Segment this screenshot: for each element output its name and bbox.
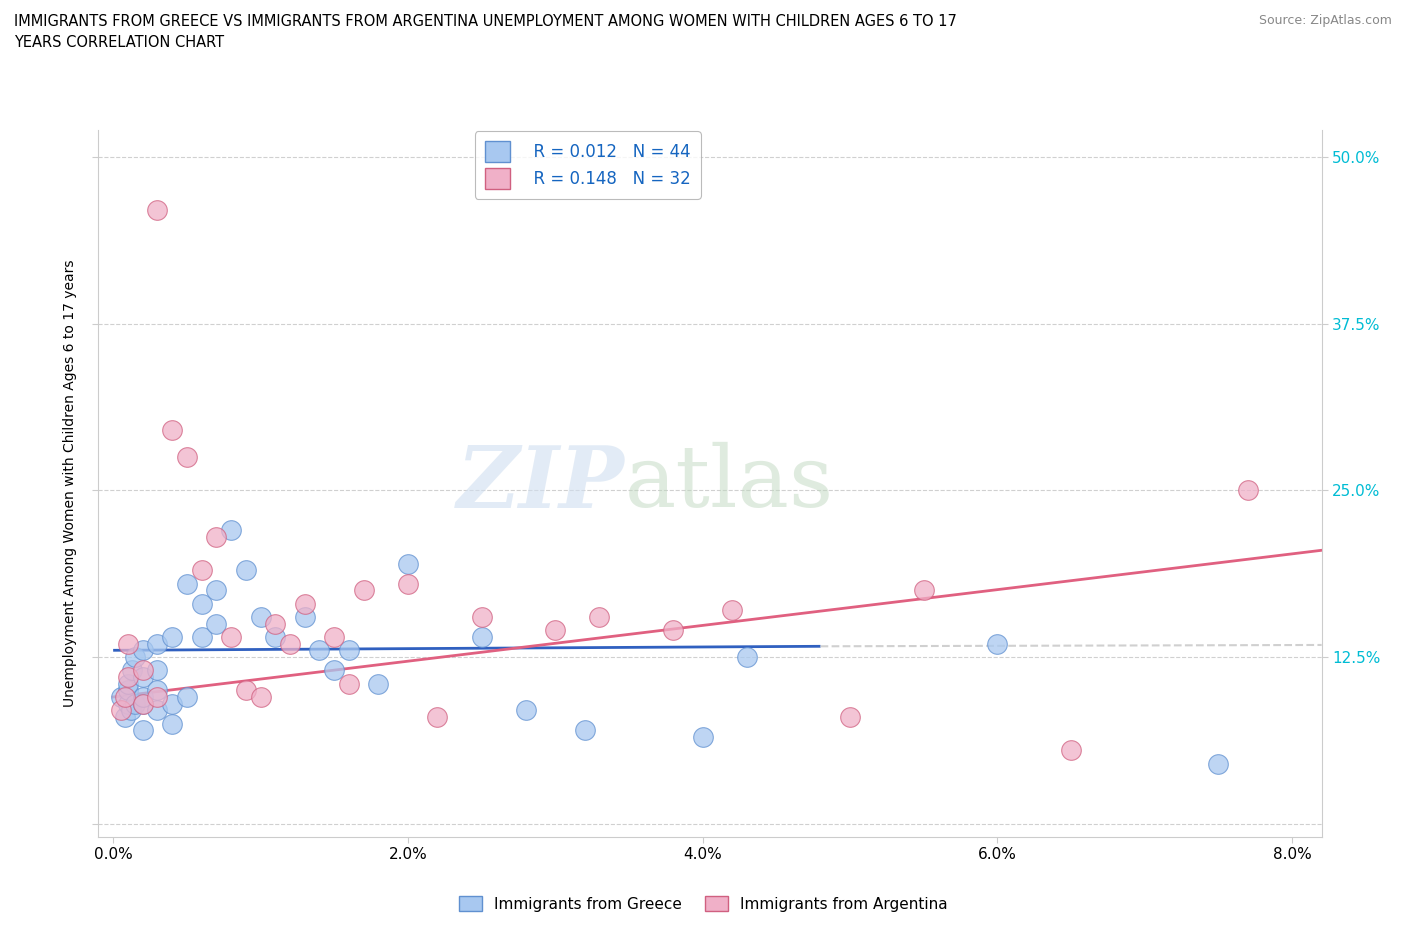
Point — [205, 583, 228, 598]
Point — [986, 636, 1008, 651]
Point — [219, 630, 242, 644]
Point — [337, 643, 360, 658]
Point — [190, 630, 212, 644]
Point — [131, 689, 153, 704]
Point — [337, 676, 360, 691]
Text: YEARS CORRELATION CHART: YEARS CORRELATION CHART — [14, 35, 224, 50]
Point — [294, 596, 316, 611]
Point — [219, 523, 242, 538]
Point — [205, 617, 228, 631]
Point — [117, 676, 139, 691]
Point — [323, 663, 346, 678]
Point — [353, 583, 375, 598]
Point — [515, 703, 537, 718]
Point — [160, 716, 183, 731]
Point — [160, 697, 183, 711]
Point — [131, 663, 153, 678]
Point — [1208, 756, 1230, 771]
Point — [1237, 483, 1260, 498]
Point — [235, 683, 257, 698]
Point — [721, 603, 744, 618]
Point — [124, 697, 146, 711]
Point — [264, 617, 287, 631]
Point — [146, 683, 169, 698]
Point — [249, 689, 271, 704]
Point — [278, 636, 301, 651]
Y-axis label: Unemployment Among Women with Children Ages 6 to 17 years: Unemployment Among Women with Children A… — [63, 259, 77, 708]
Point — [912, 583, 935, 598]
Point — [131, 697, 153, 711]
Text: IMMIGRANTS FROM GREECE VS IMMIGRANTS FROM ARGENTINA UNEMPLOYMENT AMONG WOMEN WIT: IMMIGRANTS FROM GREECE VS IMMIGRANTS FRO… — [14, 14, 957, 29]
Point — [205, 529, 228, 544]
Point — [121, 663, 143, 678]
Point — [160, 630, 183, 644]
Point — [117, 697, 139, 711]
Point — [146, 663, 169, 678]
Point — [176, 577, 198, 591]
Point — [235, 563, 257, 578]
Point — [131, 643, 153, 658]
Point — [117, 683, 139, 698]
Legend: Immigrants from Greece, Immigrants from Argentina: Immigrants from Greece, Immigrants from … — [453, 889, 953, 918]
Point — [110, 689, 132, 704]
Point — [110, 703, 132, 718]
Point — [588, 609, 610, 624]
Point — [323, 630, 346, 644]
Text: Source: ZipAtlas.com: Source: ZipAtlas.com — [1258, 14, 1392, 27]
Point — [131, 670, 153, 684]
Point — [396, 556, 419, 571]
Point — [1060, 743, 1083, 758]
Point — [471, 609, 494, 624]
Point — [308, 643, 330, 658]
Point — [574, 723, 596, 737]
Point — [131, 723, 153, 737]
Point — [426, 710, 449, 724]
Point — [544, 623, 567, 638]
Point — [114, 689, 136, 704]
Point — [190, 596, 212, 611]
Point — [160, 423, 183, 438]
Point — [264, 630, 287, 644]
Point — [249, 609, 271, 624]
Legend:   R = 0.012   N = 44,   R = 0.148   N = 32: R = 0.012 N = 44, R = 0.148 N = 32 — [475, 131, 700, 199]
Text: atlas: atlas — [624, 442, 834, 525]
Point — [471, 630, 494, 644]
Point — [146, 703, 169, 718]
Point — [662, 623, 685, 638]
Point — [146, 203, 169, 218]
Point — [735, 649, 758, 664]
Point — [117, 636, 139, 651]
Point — [176, 689, 198, 704]
Point — [692, 729, 714, 744]
Point — [839, 710, 862, 724]
Point — [131, 697, 153, 711]
Point — [120, 703, 142, 718]
Point — [117, 670, 139, 684]
Text: ZIP: ZIP — [457, 442, 624, 525]
Point — [396, 577, 419, 591]
Point — [190, 563, 212, 578]
Point — [176, 449, 198, 464]
Point — [146, 689, 169, 704]
Point — [367, 676, 389, 691]
Point — [114, 710, 136, 724]
Point — [146, 636, 169, 651]
Point — [294, 609, 316, 624]
Point — [124, 649, 146, 664]
